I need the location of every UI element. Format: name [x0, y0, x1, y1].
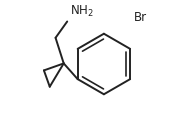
Text: Br: Br [134, 11, 147, 24]
Text: NH$_2$: NH$_2$ [70, 4, 93, 19]
